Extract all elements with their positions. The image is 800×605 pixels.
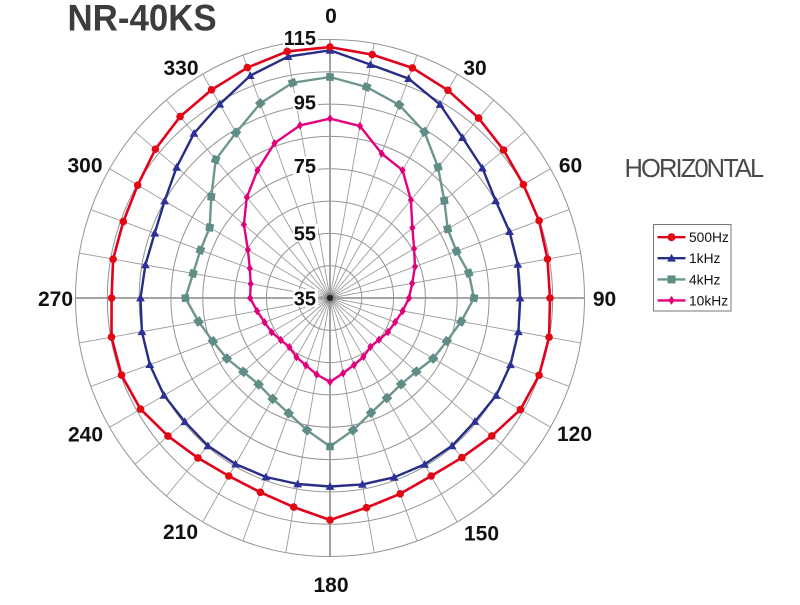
svg-text:115: 115 [284, 28, 316, 50]
svg-text:180: 180 [313, 574, 348, 597]
svg-text:30: 30 [463, 57, 486, 80]
svg-text:55: 55 [294, 223, 316, 245]
svg-text:10kHz: 10kHz [689, 293, 728, 308]
svg-text:240: 240 [68, 424, 103, 447]
svg-text:150: 150 [464, 523, 499, 546]
svg-text:HORIZ0NTAL: HORIZ0NTAL [625, 155, 765, 183]
svg-text:0: 0 [325, 5, 337, 28]
svg-text:500Hz: 500Hz [689, 230, 729, 245]
svg-text:90: 90 [593, 288, 616, 311]
svg-text:1kHz: 1kHz [689, 251, 721, 266]
svg-text:NR-40KS: NR-40KS [68, 0, 217, 39]
svg-text:35: 35 [294, 288, 316, 310]
svg-text:270: 270 [38, 288, 73, 311]
svg-text:210: 210 [163, 521, 198, 544]
svg-text:300: 300 [67, 155, 102, 178]
svg-text:95: 95 [294, 92, 316, 114]
svg-text:120: 120 [557, 423, 592, 446]
svg-text:4kHz: 4kHz [689, 272, 721, 287]
svg-text:75: 75 [294, 156, 316, 178]
svg-text:60: 60 [559, 155, 582, 178]
svg-text:330: 330 [163, 57, 198, 80]
